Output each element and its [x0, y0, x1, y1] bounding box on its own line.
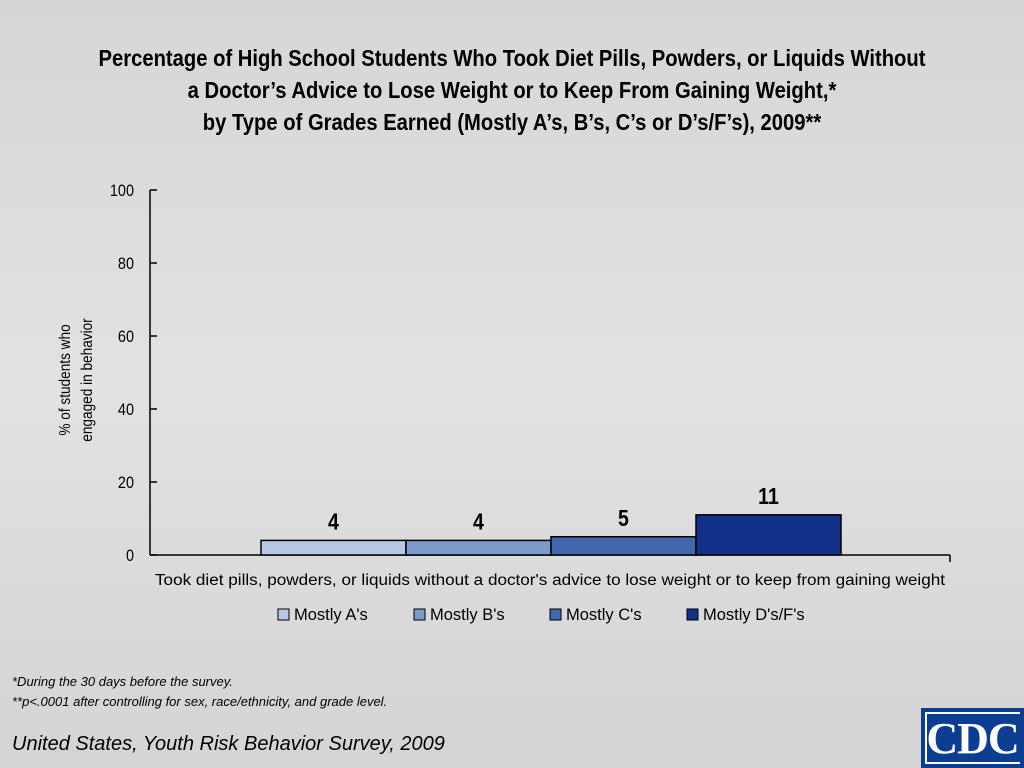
bar-mostly-b-s [405, 539, 552, 556]
bar-mostly-c-s [550, 536, 697, 556]
title-line-1: Percentage of High School Students Who T… [98, 45, 926, 71]
source-text: United States, Youth Risk Behavior Surve… [12, 733, 445, 755]
footnote-1: *During the 30 days before the survey. [12, 674, 233, 689]
legend-label: Mostly B's [430, 606, 505, 624]
y-tick-label: 20 [118, 474, 134, 492]
bar-mostly-d-s-f-s [695, 514, 842, 556]
legend-label: Mostly C's [566, 606, 642, 624]
legend-swatch [413, 608, 426, 621]
x-category-label: Took diet pills, powders, or liquids wit… [155, 572, 946, 589]
y-tick-label: 40 [118, 401, 134, 419]
bar-mostly-a-s [260, 539, 407, 556]
chart-title: Percentage of High School Students Who T… [72, 42, 953, 138]
y-tick-label: 0 [126, 547, 134, 565]
data-label: 11 [758, 483, 779, 509]
data-label: 4 [473, 509, 484, 535]
legend-label: Mostly A's [294, 606, 368, 624]
title-line-2: a Doctor’s Advice to Lose Weight or to K… [187, 77, 837, 103]
cdc-logo: CDC [921, 708, 1024, 768]
y-axis-label: % of students who [57, 324, 74, 435]
legend-label: Mostly D's/F's [703, 606, 805, 624]
y-tick-label: 60 [118, 328, 134, 346]
legend-swatch [686, 608, 699, 621]
legend-swatch [549, 608, 562, 621]
legend-swatch [277, 608, 290, 621]
y-axis-label: engaged in behavior [79, 318, 96, 442]
y-tick-label: 80 [118, 255, 134, 273]
title-line-3: by Type of Grades Earned (Mostly A’s, B’… [202, 109, 822, 135]
y-tick-label: 100 [110, 182, 134, 200]
footnote-2: **p<.0001 after controlling for sex, rac… [12, 694, 388, 709]
bar-chart: 0 20 40 60 80 100 % of students who engaged in … [57, 182, 951, 624]
data-label: 5 [618, 505, 629, 531]
data-label: 4 [328, 509, 339, 535]
